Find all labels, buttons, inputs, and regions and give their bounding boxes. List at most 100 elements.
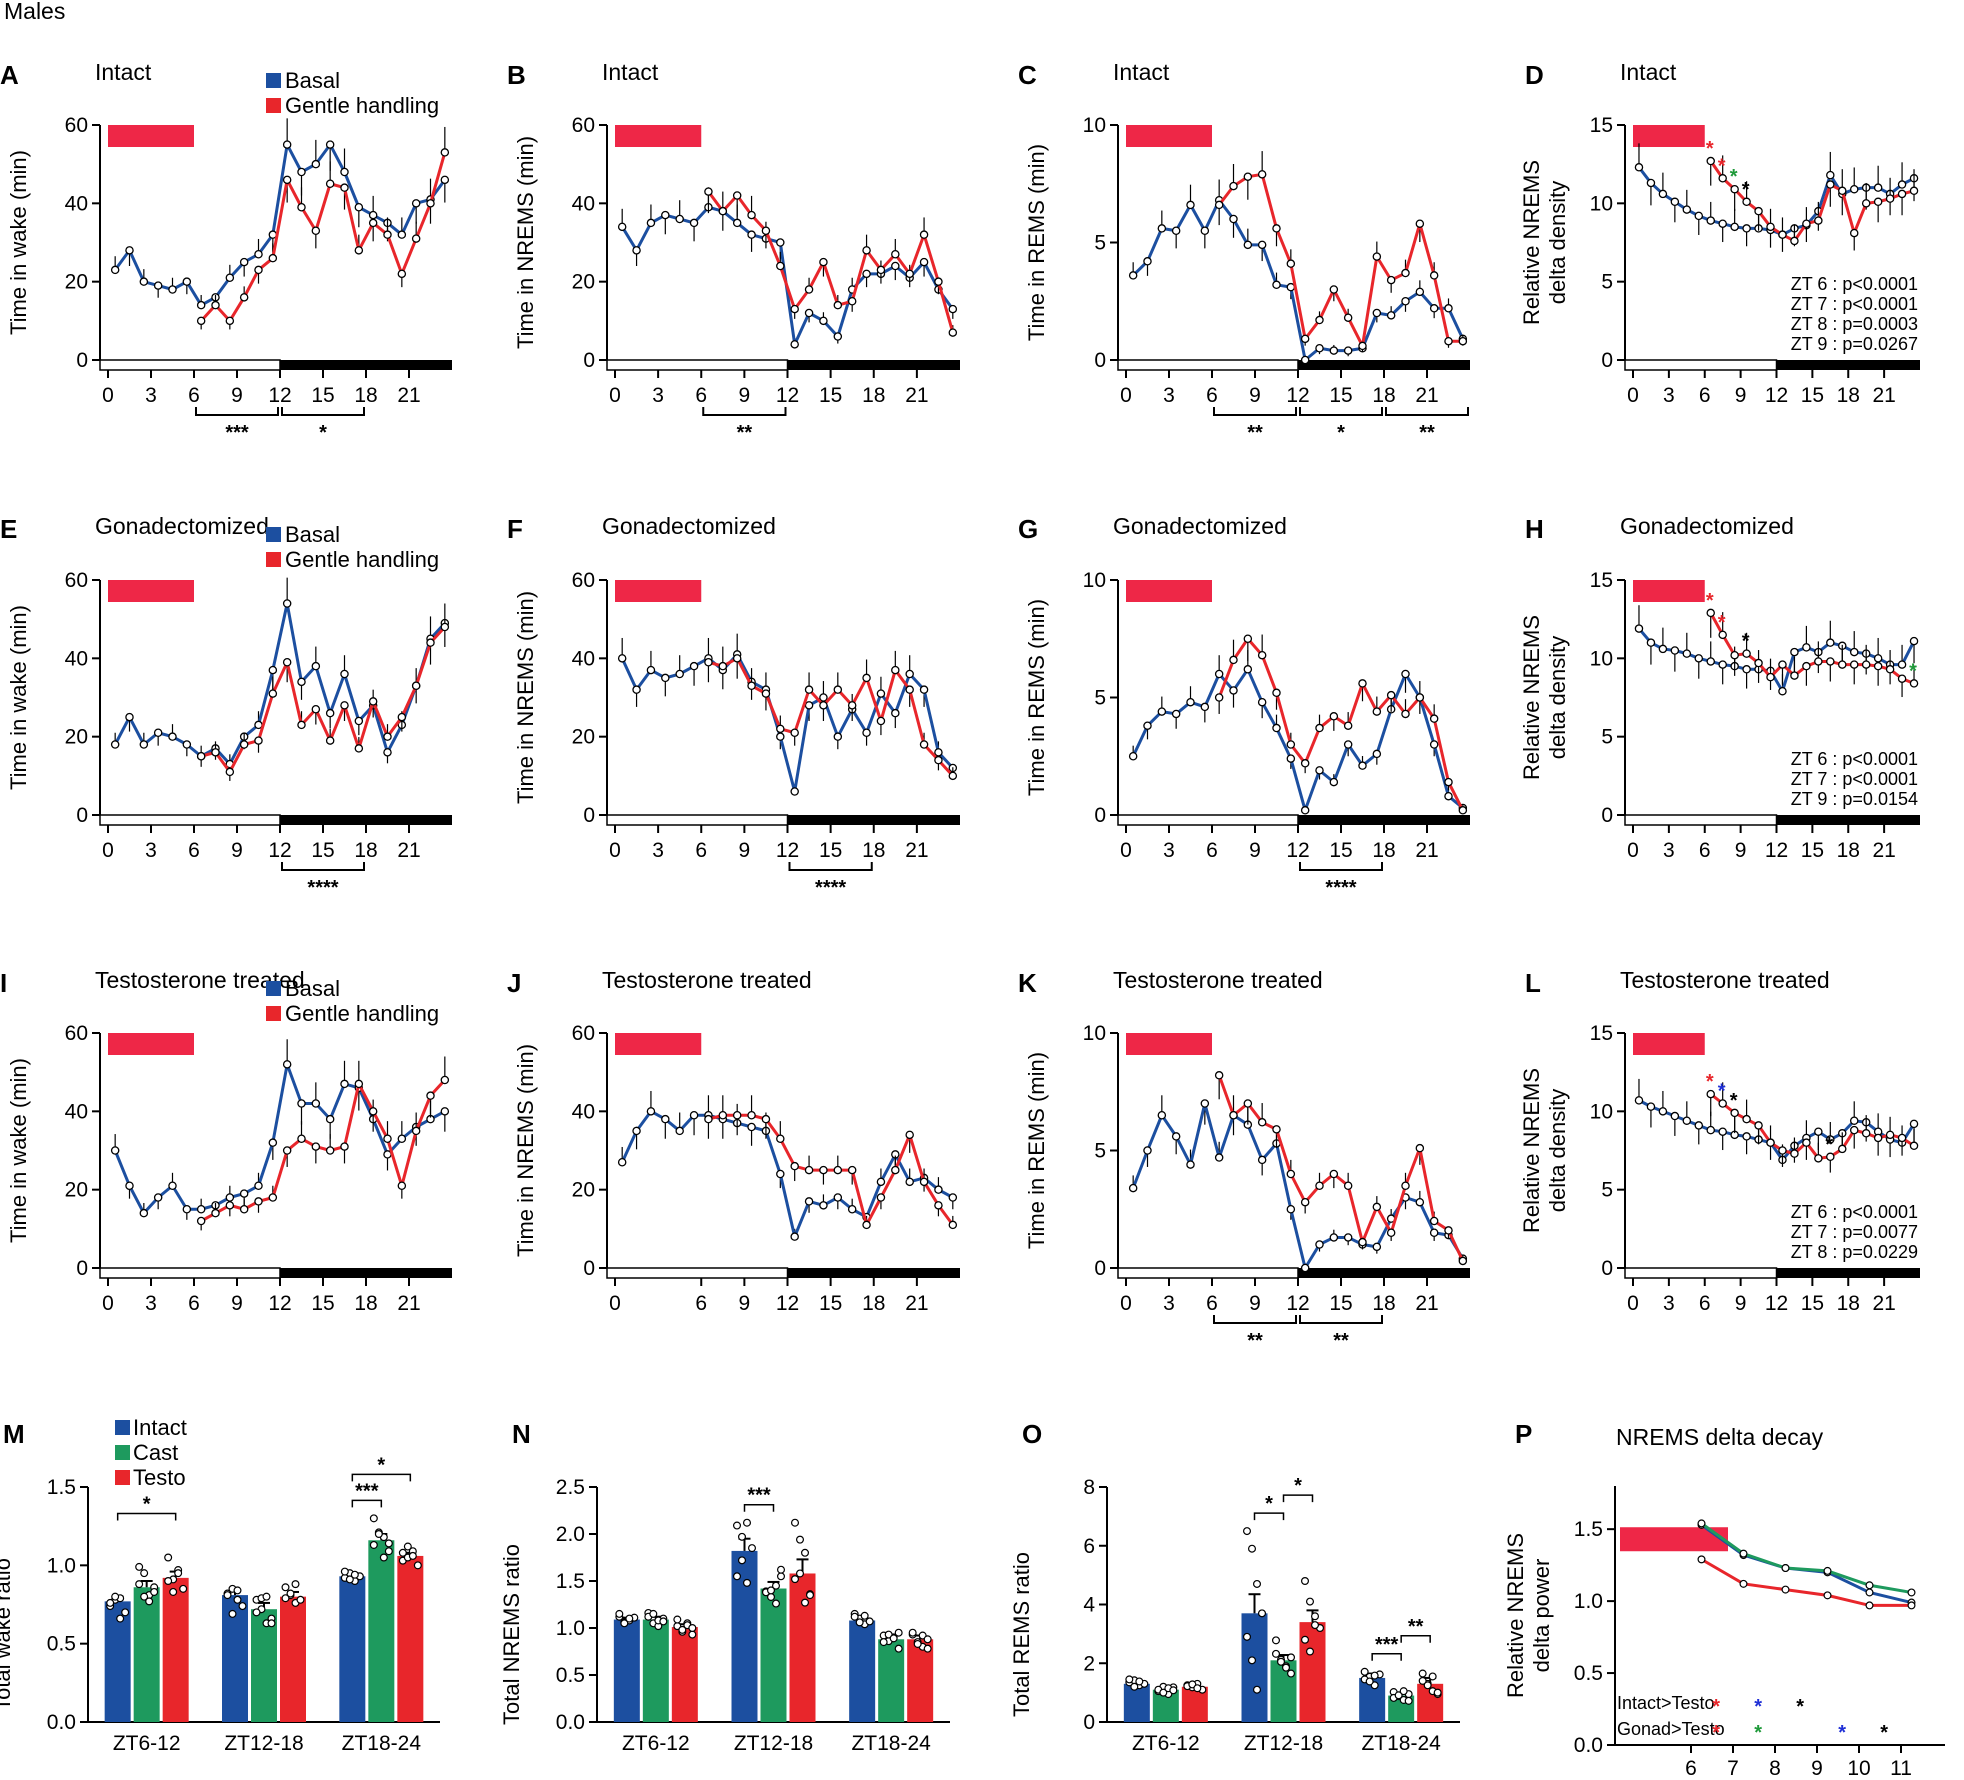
data-point	[661, 673, 670, 683]
x-category-label: ZT12-18	[1244, 1732, 1323, 1755]
x-tick-label: 3	[652, 839, 664, 862]
y-tick-label: 60	[65, 114, 88, 137]
data-point	[1300, 1635, 1309, 1644]
series-line-basal	[620, 652, 954, 793]
data-point	[766, 1586, 775, 1595]
data-point	[689, 661, 699, 671]
data-point	[1399, 1687, 1408, 1696]
data-point	[426, 1091, 435, 1100]
data-point	[282, 599, 292, 608]
figure-title: Males	[4, 0, 65, 24]
legend-swatch	[266, 527, 281, 542]
data-point	[325, 179, 335, 188]
data-point	[1865, 1581, 1874, 1590]
data-point	[1300, 1197, 1310, 1207]
gentle-handling-period	[615, 1033, 702, 1055]
data-point	[1706, 1125, 1715, 1135]
y-tick-label: 20	[572, 726, 595, 749]
x-tick-label: 9	[1249, 384, 1261, 407]
data-point	[1394, 1691, 1403, 1700]
data-point	[1372, 1202, 1382, 1212]
data-point	[1128, 271, 1138, 280]
data-point	[948, 328, 958, 337]
series-line-basal	[620, 1109, 954, 1239]
data-point	[771, 1581, 780, 1590]
data-point	[383, 748, 392, 757]
data-point	[913, 1639, 922, 1648]
panel-title-K: Testosterone treated	[1113, 967, 1323, 993]
significance-stars: **	[1333, 1330, 1349, 1352]
data-point	[688, 1623, 697, 1632]
data-point	[340, 669, 349, 679]
panel-label-C: C	[1018, 60, 1037, 90]
x-tick-label: 21	[1872, 384, 1895, 407]
data-point	[673, 1615, 682, 1624]
stat-text: ZT 8 : p=0.0229	[1791, 1242, 1918, 1262]
data-point	[1171, 1132, 1181, 1141]
data-point	[1343, 346, 1353, 355]
data-point	[140, 1592, 149, 1601]
data-point	[325, 1114, 335, 1124]
panel-label-N: N	[512, 1419, 531, 1449]
x-tick-label: 3	[145, 1292, 157, 1315]
significance-stars: *	[1265, 1493, 1273, 1515]
data-point	[1909, 636, 1919, 646]
x-category-label: ZT18-24	[851, 1732, 931, 1755]
legend-swatch	[266, 98, 281, 113]
data-point	[776, 724, 785, 734]
data-point	[1286, 1669, 1295, 1678]
data-point	[1826, 1135, 1835, 1144]
data-point	[1730, 650, 1739, 660]
series-line-basal	[1132, 198, 1465, 362]
y-tick-label: 0	[1601, 804, 1613, 827]
data-point	[440, 1075, 450, 1085]
data-point	[790, 1232, 799, 1241]
x-tick-label: 0	[609, 384, 621, 407]
data-point	[1128, 1183, 1138, 1193]
x-tick-label: 18	[354, 1292, 377, 1315]
data-point	[1286, 740, 1296, 749]
data-point	[1897, 1133, 1907, 1143]
dark-phase-bar	[1298, 1268, 1470, 1278]
data-point	[182, 277, 192, 286]
bar-cast	[760, 1588, 787, 1722]
x-tick-label: 12	[776, 384, 799, 407]
data-point	[1873, 661, 1883, 671]
data-point	[850, 1612, 859, 1621]
data-point	[1706, 156, 1715, 166]
x-tick-label: 10	[1847, 1757, 1870, 1780]
data-point	[934, 755, 943, 765]
y-tick-label: 0	[1601, 349, 1613, 372]
data-point	[311, 1142, 321, 1151]
y-tick-label: 0	[1094, 349, 1106, 372]
data-point	[1358, 1237, 1367, 1247]
data-point	[369, 1540, 378, 1549]
data-point	[790, 1518, 799, 1527]
dark-phase-bar	[1298, 360, 1470, 370]
data-point	[1286, 259, 1296, 268]
panel-label-F: F	[507, 514, 523, 544]
data-point	[1415, 1197, 1425, 1207]
data-point	[1415, 693, 1425, 702]
x-tick-label: 3	[1663, 384, 1675, 407]
data-point	[1634, 1096, 1644, 1105]
bar-cast	[642, 1619, 669, 1722]
significance-star: *	[1838, 1722, 1846, 1744]
data-point	[411, 681, 421, 691]
significance-star: *	[1825, 1134, 1833, 1156]
significance-star: *	[1706, 590, 1714, 612]
light-phase-bar	[1117, 1267, 1299, 1279]
y-tick-label: 8	[1083, 1476, 1095, 1499]
bar-cast	[878, 1639, 905, 1722]
x-tick-label: 6	[188, 839, 200, 862]
dark-phase-bar	[787, 1268, 960, 1278]
data-point	[732, 1572, 741, 1581]
light-phase-bar	[99, 814, 281, 826]
data-point	[819, 257, 828, 267]
y-tick-label: 1.5	[1574, 1518, 1603, 1541]
data-point	[847, 1165, 857, 1175]
data-point	[291, 1580, 300, 1589]
data-point	[804, 308, 814, 318]
data-point	[1300, 806, 1310, 815]
y-tick-label: 1.5	[556, 1570, 585, 1593]
